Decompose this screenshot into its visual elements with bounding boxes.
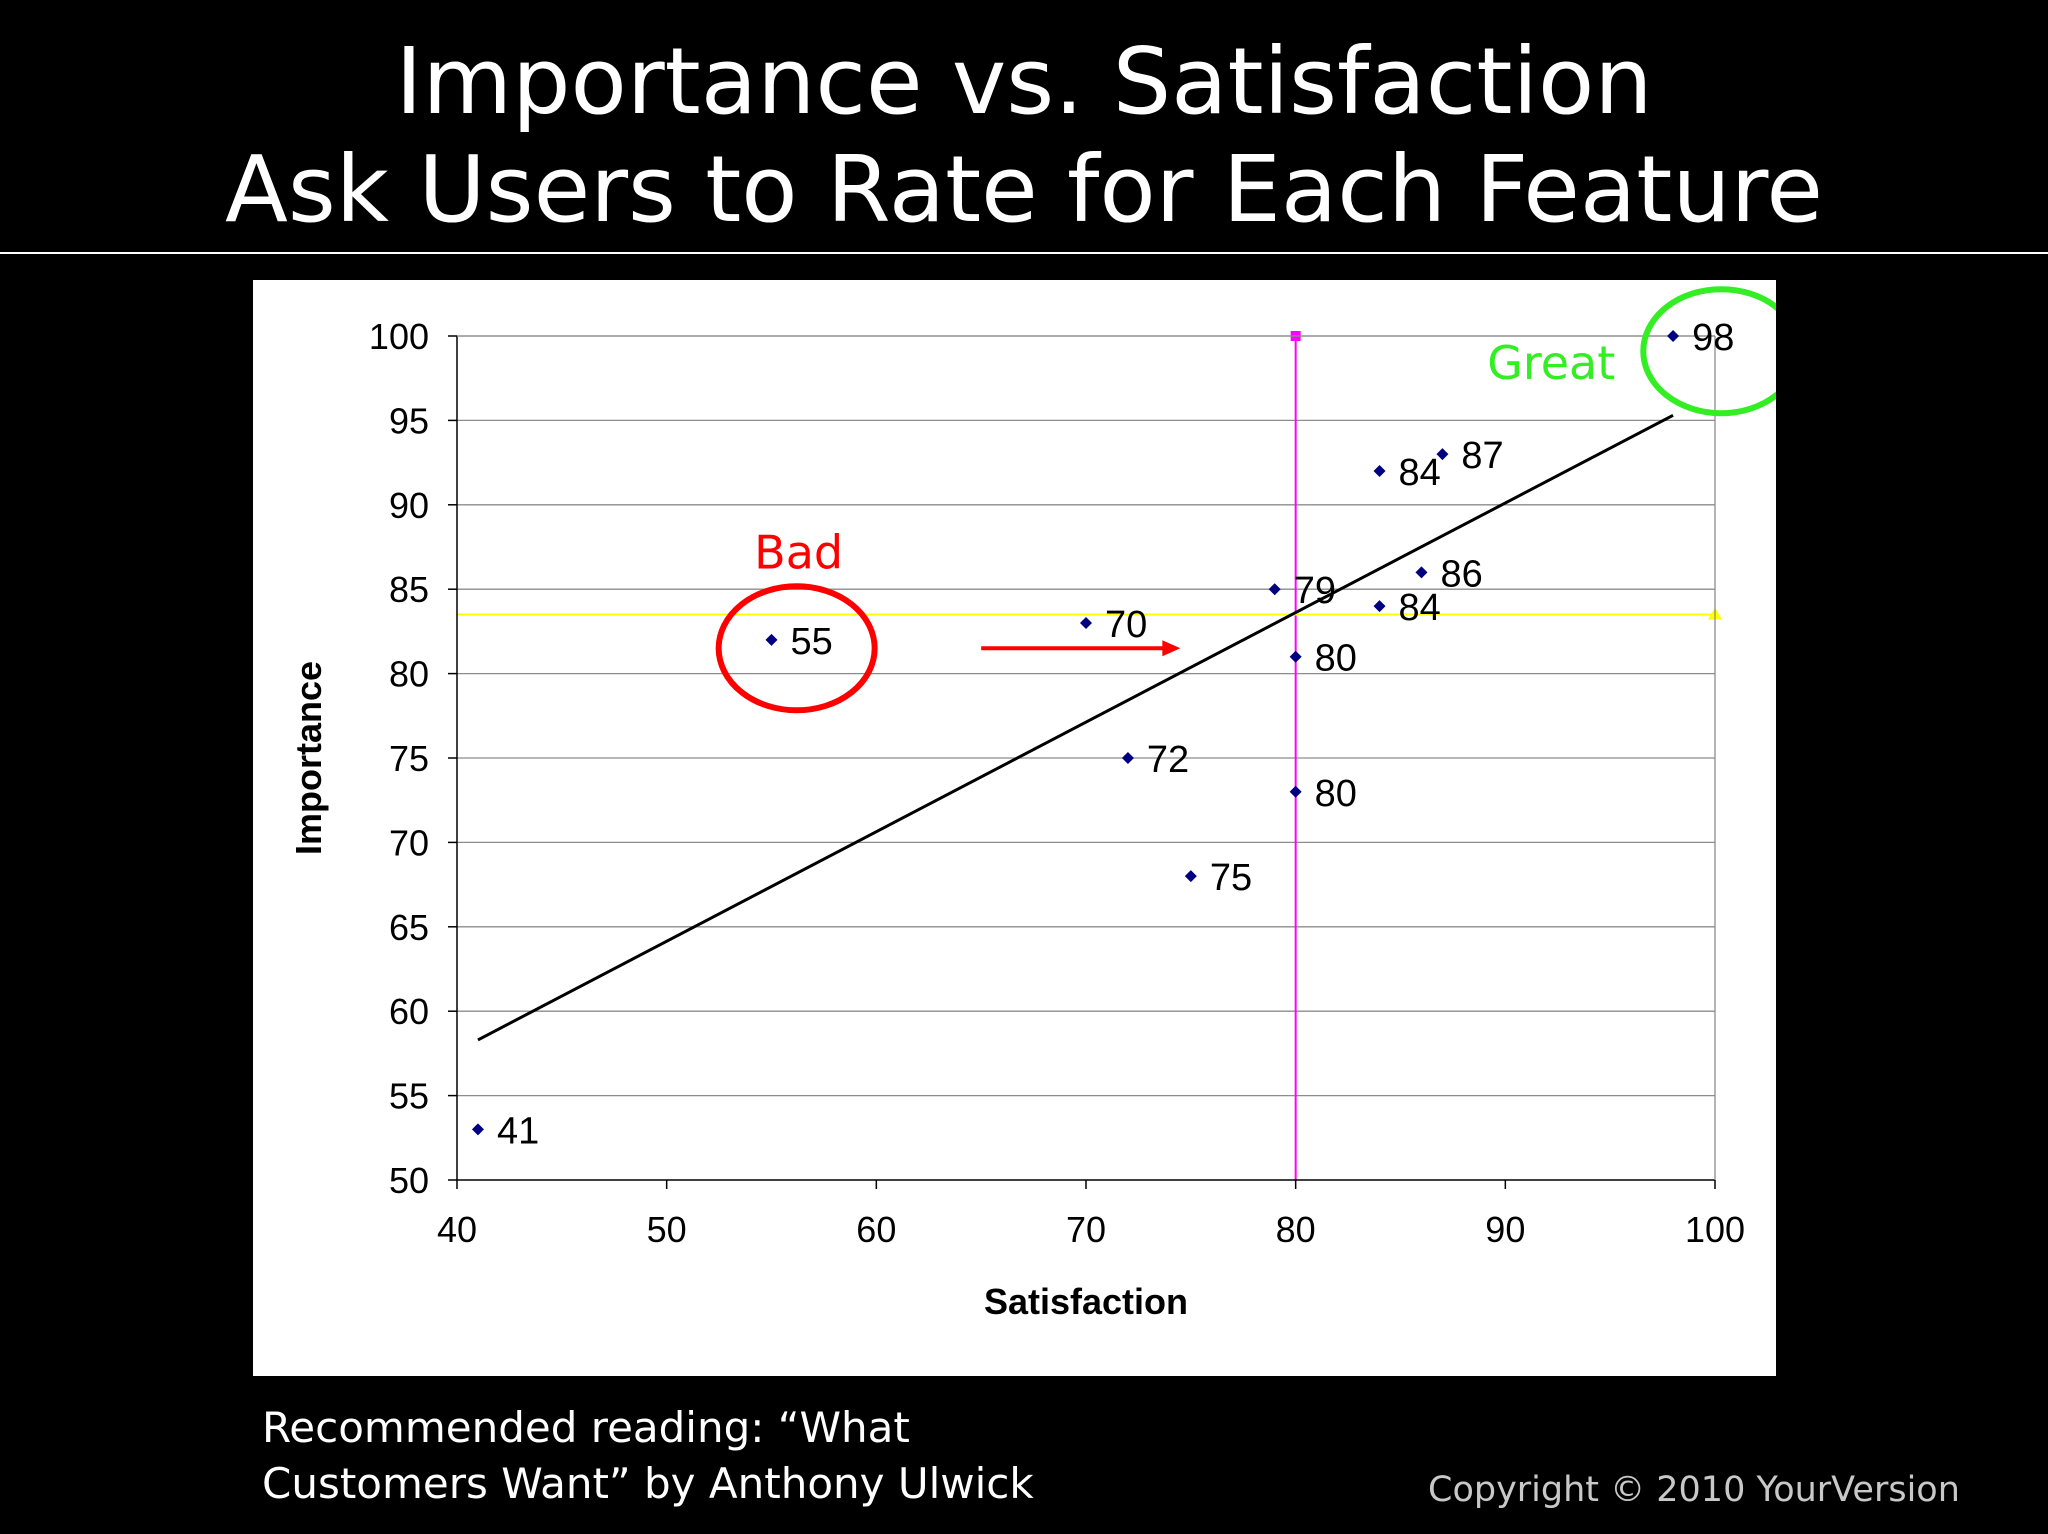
data-point-0 — [471, 1123, 484, 1136]
recommended-reading: Recommended reading: “What Customers Wan… — [262, 1400, 1034, 1512]
bad-arrow-head — [1162, 640, 1181, 657]
x-tick-label: 80 — [1276, 1209, 1316, 1250]
great-label: Great — [1487, 336, 1615, 390]
y-tick-label: 80 — [389, 654, 429, 695]
x-tick-label: 40 — [437, 1209, 477, 1250]
data-point-1 — [765, 633, 778, 646]
x-tick-label: 70 — [1066, 1209, 1106, 1250]
y-tick-label: 90 — [389, 485, 429, 526]
data-label-2: 70 — [1105, 604, 1147, 646]
y-tick-label: 70 — [389, 822, 429, 863]
data-point-9 — [1373, 600, 1386, 613]
annotations: Bad Great — [715, 286, 1776, 714]
data-point-3 — [1121, 752, 1134, 764]
x-tick-label: 60 — [856, 1209, 896, 1250]
slide-title-line2: Ask Users to Rate for Each Feature — [224, 136, 1824, 243]
data-label-3: 72 — [1147, 739, 1189, 781]
data-label-11: 87 — [1461, 435, 1503, 477]
y-tick-label: 95 — [389, 400, 429, 441]
data-label-4: 75 — [1210, 857, 1252, 899]
great-circle — [1640, 286, 1776, 417]
data-label-10: 86 — [1440, 553, 1482, 595]
y-tick-label: 65 — [389, 907, 429, 948]
chart-panel: 50 55 60 65 70 75 80 85 90 95 100 40 50 60 70 80 90 100 4… — [253, 280, 1776, 1376]
y-tick-label: 50 — [389, 1160, 429, 1201]
trendline — [477, 414, 1674, 1042]
slide-title: Importance vs. Satisfaction Ask Users to… — [0, 28, 2048, 244]
data-point-10 — [1415, 566, 1428, 579]
gridlines — [457, 335, 1715, 1097]
x-tick-label: 90 — [1485, 1209, 1525, 1250]
data-label-5: 79 — [1294, 570, 1336, 612]
data-label-12: 98 — [1692, 317, 1734, 359]
data-point-6 — [1289, 650, 1302, 663]
data-point-5 — [1268, 583, 1281, 596]
data-point-12 — [1667, 330, 1680, 342]
y-axis-title: Importance — [288, 661, 329, 855]
y-tick-label: 85 — [389, 569, 429, 610]
data-point-7 — [1289, 785, 1302, 798]
x-tick-label: 100 — [1685, 1209, 1745, 1250]
y-tick-label: 60 — [389, 991, 429, 1032]
y-tick-label: 100 — [369, 316, 429, 357]
data-point-4 — [1184, 870, 1197, 883]
data-label-1: 55 — [791, 621, 833, 663]
bad-label: Bad — [754, 525, 843, 579]
slide-title-line1: Importance vs. Satisfaction — [395, 28, 1653, 135]
data-label-6: 80 — [1315, 638, 1357, 680]
data-label-0: 41 — [497, 1110, 539, 1152]
reference-lines — [457, 331, 1722, 1180]
trendline-line — [477, 414, 1674, 1042]
recommended-reading-line1: Recommended reading: “What — [262, 1403, 910, 1452]
bad-circle — [715, 583, 878, 714]
x-axis-title: Satisfaction — [984, 1281, 1188, 1322]
data-label-7: 80 — [1315, 773, 1357, 815]
recommended-reading-line2: Customers Want” by Anthony Ulwick — [262, 1459, 1034, 1508]
data-label-8: 84 — [1399, 452, 1441, 494]
axis-labels: Satisfaction Importance — [288, 661, 1188, 1322]
copyright-notice: Copyright © 2010 YourVersion — [1428, 1470, 1960, 1510]
title-divider — [0, 252, 2048, 254]
data-point-11 — [1436, 448, 1449, 461]
data-label-9: 84 — [1399, 587, 1441, 629]
x-tick-label: 50 — [647, 1209, 687, 1250]
data-point-8 — [1373, 465, 1386, 478]
y-tick-label: 75 — [389, 738, 429, 779]
data-point-2 — [1080, 616, 1092, 629]
y-tick-label: 55 — [389, 1076, 429, 1117]
